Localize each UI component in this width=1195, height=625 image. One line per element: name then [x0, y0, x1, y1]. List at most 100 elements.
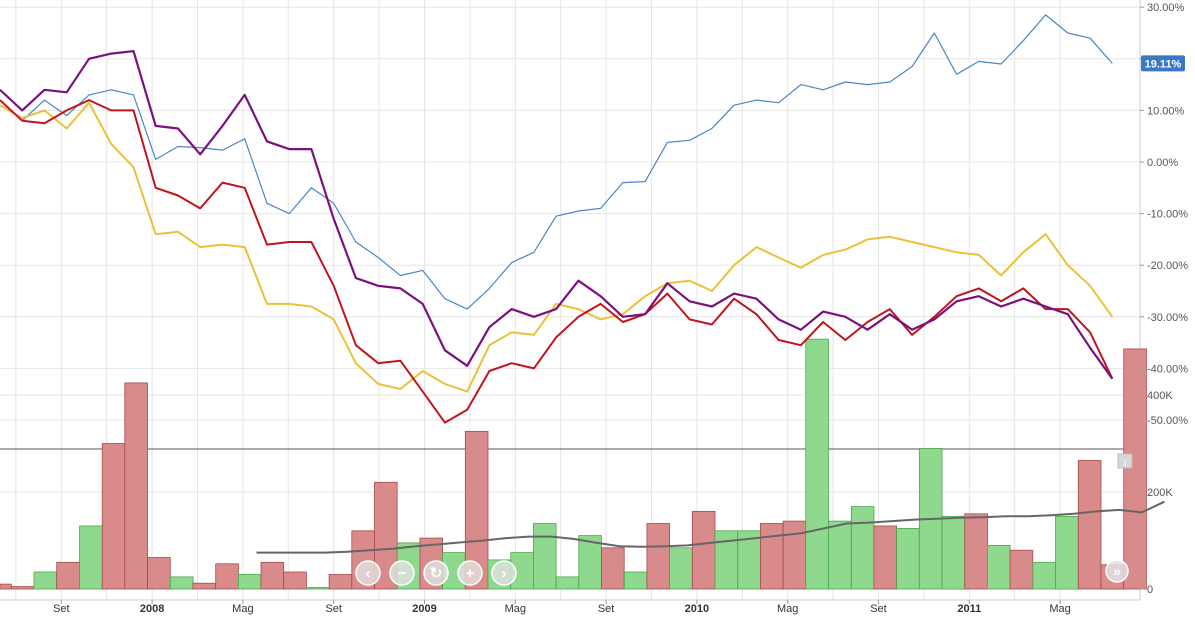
nav-right-button[interactable]: ›: [491, 560, 517, 586]
volume-bar: [10, 586, 35, 590]
x-tick-label: Set: [53, 603, 70, 615]
volume-bar: [782, 520, 807, 590]
volume-moving-average: [256, 500, 1165, 554]
x-tick-label: Mag: [505, 603, 526, 615]
nav-zoom-out-button-glyph: −: [398, 565, 407, 582]
price-lines: [0, 14, 1114, 424]
nav-zoom-out-button[interactable]: −: [389, 560, 415, 586]
price-y-tick-label: -50.00%: [1147, 415, 1188, 427]
nav-reset-button-circle[interactable]: [423, 560, 449, 586]
volume-bar: [873, 525, 898, 590]
price-grid: [0, 0, 1140, 449]
volume-bar: [533, 523, 557, 590]
x-tick-label: Mag: [232, 603, 253, 615]
volume-bar: [646, 523, 671, 590]
nav-left-button[interactable]: ‹: [355, 560, 381, 586]
volume-bar: [147, 557, 171, 590]
nav-zoom-out-button-circle[interactable]: [389, 560, 415, 586]
volume-bar: [192, 582, 216, 590]
volume-bar: [1032, 561, 1057, 590]
volume-bar: [896, 528, 920, 590]
panel-resize-box[interactable]: [1117, 453, 1133, 469]
volume-bar: [1055, 515, 1079, 590]
nav-left-button-glyph: ‹: [366, 565, 371, 582]
nav-reset-button[interactable]: ↻: [423, 560, 449, 586]
current-value-badge: 19.11%: [1141, 55, 1185, 72]
x-tick-label: 2009: [412, 603, 436, 615]
volume-bar: [1009, 549, 1034, 590]
volume-bar: [283, 571, 307, 590]
x-tick-label: 2010: [685, 603, 709, 615]
volume-bar: [941, 515, 966, 590]
volume-y-tick-label: 200K: [1147, 487, 1173, 499]
scroll-end-circle[interactable]: [1105, 559, 1129, 583]
nav-zoom-in-button[interactable]: +: [457, 560, 483, 586]
price-y-tick-label: -10.00%: [1147, 209, 1188, 221]
volume-bar: [33, 571, 58, 590]
volume-y-tick-label: 0: [1147, 584, 1153, 596]
volume-y-axis: 400K 200K 0: [1140, 390, 1173, 596]
volume-y-tick-label: 400K: [1147, 390, 1173, 402]
volume-bar: [0, 583, 12, 590]
volume-bar: [601, 547, 625, 590]
volume-bar: [124, 382, 148, 590]
scroll-end-button[interactable]: »: [1105, 559, 1129, 583]
nav-reset-button-glyph: ↻: [430, 565, 443, 582]
price-y-tick-label: -40.00%: [1147, 363, 1188, 375]
price-series-line-1: [0, 14, 1113, 310]
volume-bar: [374, 481, 398, 590]
price-y-tick-label: -20.00%: [1147, 260, 1188, 272]
volume-bar: [215, 563, 239, 590]
volume-bar: [169, 576, 194, 590]
volume-bar: [760, 523, 784, 590]
nav-zoom-in-button-glyph: +: [466, 565, 475, 582]
volume-bar: [987, 545, 1011, 590]
price-series-line-2: [0, 101, 1114, 393]
nav-zoom-in-button-circle[interactable]: [457, 560, 483, 586]
x-tick-label: 2008: [140, 603, 164, 615]
price-y-tick-label: 30.00%: [1147, 2, 1185, 14]
nav-right-button-circle[interactable]: [491, 560, 517, 586]
current-value-badge-bg: [1141, 55, 1185, 72]
volume-bar: [691, 510, 716, 590]
nav-left-button-circle[interactable]: [355, 560, 381, 586]
x-tick-label: 2011: [957, 603, 981, 615]
navigator-controls[interactable]: ‹ − ↻ + › » ↕: [355, 453, 1133, 586]
volume-bar: [260, 561, 285, 590]
scroll-end-glyph: »: [1113, 563, 1121, 579]
price-y-tick-label: -30.00%: [1147, 312, 1188, 324]
x-tick-label: Set: [870, 603, 887, 615]
x-tick-label: Set: [325, 603, 342, 615]
volume-bar: [328, 574, 353, 590]
price-y-tick-label: 0.00%: [1147, 157, 1178, 169]
volume-bars: [0, 338, 1147, 590]
volume-bar: [669, 547, 693, 590]
x-tick-label: Set: [598, 603, 615, 615]
x-tick-label: Mag: [1049, 603, 1070, 615]
volume-bar: [805, 338, 829, 590]
volume-bar: [828, 520, 852, 590]
panel-resize-handle[interactable]: ↕: [1117, 453, 1133, 469]
volume-bar: [101, 443, 126, 590]
volume-bar: [1123, 348, 1147, 590]
panel-resize-glyph: ↕: [1123, 457, 1128, 468]
volume-bar: [623, 571, 648, 590]
volume-bar: [850, 506, 875, 590]
x-tick-label: Mag: [777, 603, 798, 615]
price-y-tick-label: 10.00%: [1147, 105, 1185, 117]
volume-bar: [56, 561, 80, 590]
volume-bar: [1077, 460, 1102, 590]
current-value-label: 19.11%: [1145, 58, 1182, 70]
volume-bar: [237, 574, 262, 590]
x-axis: Set 2008 Mag Set 2009 Mag Set 2010 Mag Set 2011 Mag: [53, 600, 1071, 615]
volume-bar: [464, 430, 489, 590]
volume-bar: [79, 525, 103, 590]
moving-average-line: [256, 500, 1165, 554]
nav-right-button-glyph: ›: [502, 565, 507, 582]
volume-bar: [555, 576, 580, 590]
price-series-line-4: [0, 49, 1114, 380]
volume-bar: [305, 587, 330, 590]
